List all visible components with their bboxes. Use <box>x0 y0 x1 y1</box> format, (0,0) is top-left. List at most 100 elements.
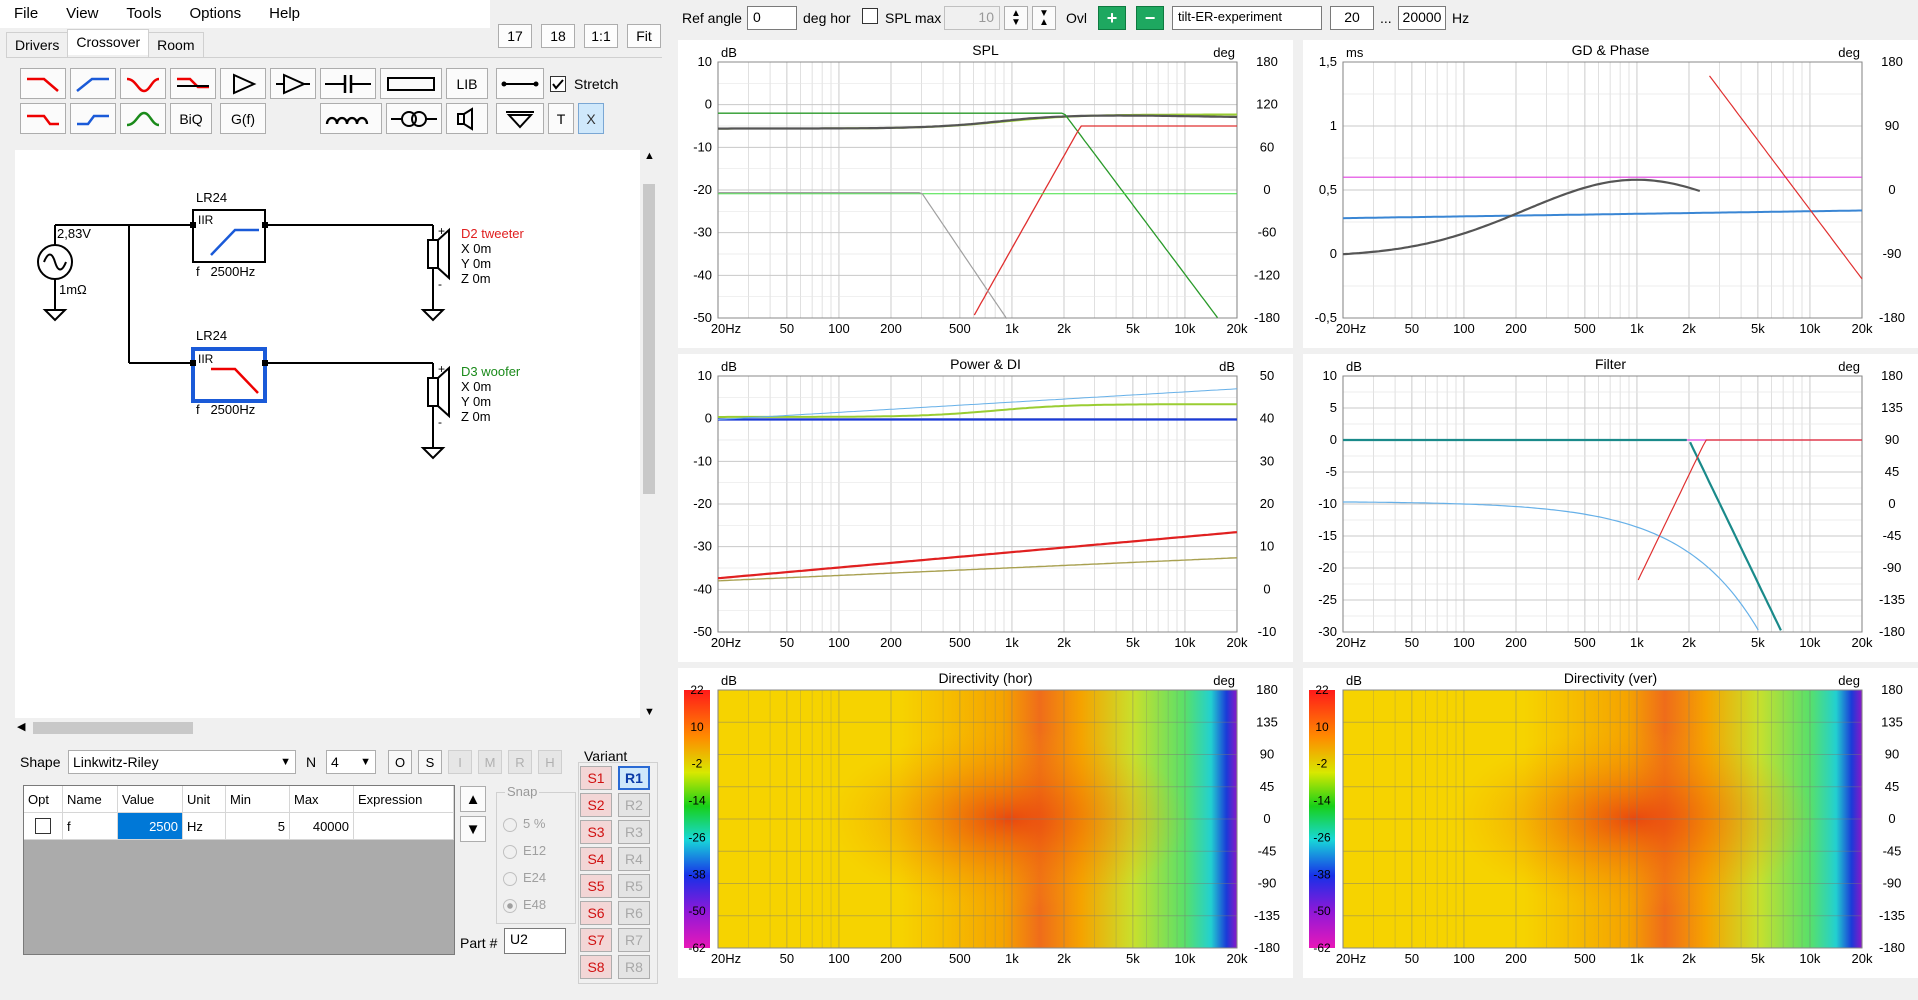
option-s-button[interactable]: S <box>418 750 442 774</box>
shape-select[interactable]: Linkwitz-Riley ▼ <box>68 750 296 774</box>
snap-option-e24[interactable]: E24 <box>503 864 546 891</box>
x-toggle-button[interactable]: X <box>578 103 604 134</box>
wire-button[interactable] <box>496 68 544 99</box>
scroll-down-icon[interactable]: ▼ <box>644 706 655 718</box>
param-max-cell[interactable]: 40000 <box>289 812 354 840</box>
spl-updown-button[interactable]: ▲ ▼ <box>1004 6 1028 30</box>
filter-graph-panel[interactable]: Filter dB deg 10 5 0 -5 -10 -15 -20 -25 -30 180 135 90… <box>1303 354 1918 662</box>
gd-graph-panel[interactable]: GD & Phase ms deg 1,5 1 0,5 0 -0,5 180 90 0 -90 -180… <box>1303 40 1918 348</box>
zoom-out-button[interactable]: − <box>1136 6 1164 30</box>
order-select[interactable]: 4 ▼ <box>326 750 376 774</box>
tab-drivers[interactable]: Drivers <box>6 32 69 58</box>
lowpass-red-button[interactable] <box>20 68 66 99</box>
filter1-freq: f 2500Hz <box>196 264 256 279</box>
shelf-button[interactable] <box>170 68 216 99</box>
zoom-in-button[interactable]: + <box>1098 6 1126 30</box>
amp-plus-button[interactable] <box>270 68 316 99</box>
variant-r3-button[interactable]: R3 <box>618 820 650 844</box>
variant-r5-button[interactable]: R5 <box>618 874 650 898</box>
amp-button[interactable] <box>220 68 266 99</box>
transfer-function-button[interactable]: G(f) <box>220 103 266 134</box>
scroll-thumb[interactable] <box>643 184 655 494</box>
variant-r2-button[interactable]: R2 <box>618 793 650 817</box>
resistor-button[interactable] <box>380 68 442 99</box>
text-button[interactable]: T <box>548 103 574 134</box>
variant-s1-button[interactable]: S1 <box>580 766 612 790</box>
ref-angle-input[interactable]: 0 <box>747 6 797 30</box>
variant-r4-button[interactable]: R4 <box>618 847 650 871</box>
variant-r7-button[interactable]: R7 <box>618 928 650 952</box>
zoom-fit-button[interactable]: Fit <box>627 24 661 48</box>
filter-freq-tick: 10k <box>1799 635 1820 650</box>
snap-option-5pct[interactable]: 5 % <box>503 810 546 837</box>
dirv-graph-panel[interactable]: Directivity (ver) dB deg 22 10 -2 -14 -26 -38 -50… <box>1303 668 1918 978</box>
speaker-button[interactable] <box>446 103 488 134</box>
dirh-graph-panel[interactable]: Directivity (hor) dB deg 22 10 -2 -14 -26 -38 -50… <box>678 668 1293 978</box>
variant-r6-button[interactable]: R6 <box>618 901 650 925</box>
zoom-17-button[interactable]: 17 <box>498 24 532 48</box>
scroll-up-icon[interactable]: ▲ <box>644 150 655 162</box>
spl-title: SPL <box>972 42 999 58</box>
zoom-1to1-button[interactable]: 1:1 <box>584 24 618 48</box>
menu-help[interactable]: Help <box>269 5 301 22</box>
library-button[interactable]: LIB <box>446 68 488 99</box>
spl-expand-button[interactable]: ▼ ▲ <box>1032 6 1056 30</box>
scroll-left-icon[interactable]: ◀ <box>17 721 26 733</box>
move-up-button[interactable]: ▲ <box>460 786 486 812</box>
stretch-checkbox[interactable] <box>550 76 566 92</box>
tab-room[interactable]: Room <box>148 32 204 58</box>
notch-red-button[interactable] <box>120 68 166 99</box>
option-i-button[interactable]: I <box>448 750 472 774</box>
peak-green-button[interactable] <box>120 103 166 134</box>
col-min: Min <box>225 786 290 813</box>
freq-low-input[interactable]: 20 <box>1330 6 1374 30</box>
project-name-input[interactable]: tilt-ER-experiment <box>1172 6 1322 30</box>
option-o-button[interactable]: O <box>388 750 412 774</box>
param-expression-cell[interactable] <box>353 812 454 840</box>
variant-r1-button[interactable]: R1 <box>618 766 650 790</box>
schematic-horizontal-scrollbar[interactable]: ◀ <box>15 718 640 736</box>
variant-r8-button[interactable]: R8 <box>618 955 650 979</box>
schematic-canvas[interactable]: + - + - 2,83V 1mΩ LR24 IIR f 2500Hz LR24… <box>15 150 640 718</box>
variant-s6-button[interactable]: S6 <box>580 901 612 925</box>
variant-s4-button[interactable]: S4 <box>580 847 612 871</box>
dirh-right-tick: -135 <box>1254 908 1280 923</box>
menu-options[interactable]: Options <box>189 5 242 22</box>
ground-button[interactable] <box>496 103 544 134</box>
capacitor-button[interactable] <box>320 68 376 99</box>
param-value-cell[interactable]: 2500 <box>117 812 183 840</box>
biquad-button[interactable]: BiQ <box>170 103 212 134</box>
lowpass2-button[interactable] <box>20 103 66 134</box>
variant-s5-button[interactable]: S5 <box>580 874 612 898</box>
snap-option-e48[interactable]: E48 <box>503 891 546 918</box>
freq-high-input[interactable]: 20000 <box>1398 6 1446 30</box>
param-min-cell[interactable]: 5 <box>225 812 290 840</box>
schematic-vertical-scrollbar[interactable]: ▲ ▼ <box>640 150 658 718</box>
move-down-button[interactable]: ▼ <box>460 816 486 842</box>
option-m-button[interactable]: M <box>478 750 502 774</box>
highpass2-button[interactable] <box>70 103 116 134</box>
menu-tools[interactable]: Tools <box>126 5 162 22</box>
zoom-18-button[interactable]: 18 <box>541 24 575 48</box>
power-graph-panel[interactable]: Power & DI dB dB 10 0 -10 -20 -30 -40 -50 50 40 30 20… <box>678 354 1293 662</box>
spl-graph-panel[interactable]: SPL dB deg 10 0 -10 -20 -30 -40 -50 180 120 60 0 -60 -1… <box>678 40 1293 348</box>
variant-s8-button[interactable]: S8 <box>580 955 612 979</box>
opt-checkbox[interactable] <box>35 818 51 834</box>
transformer-button[interactable] <box>386 103 442 134</box>
spl-max-checkbox[interactable] <box>862 8 878 24</box>
menu-file[interactable]: File <box>14 5 39 22</box>
snap-option-e12[interactable]: E12 <box>503 837 546 864</box>
menu-view[interactable]: View <box>66 5 99 22</box>
scroll-thumb[interactable] <box>33 722 193 734</box>
option-r-button[interactable]: R <box>508 750 532 774</box>
variant-s3-button[interactable]: S3 <box>580 820 612 844</box>
part-number-input[interactable]: U2 <box>504 928 566 954</box>
option-h-button[interactable]: H <box>538 750 562 774</box>
spl-max-input[interactable]: 10 <box>944 6 1000 30</box>
tab-crossover[interactable]: Crossover <box>67 29 150 55</box>
inductor-button[interactable] <box>320 103 382 134</box>
variant-s2-button[interactable]: S2 <box>580 793 612 817</box>
spl-right-tick: -60 <box>1258 225 1277 240</box>
highpass-blue-button[interactable] <box>70 68 116 99</box>
variant-s7-button[interactable]: S7 <box>580 928 612 952</box>
